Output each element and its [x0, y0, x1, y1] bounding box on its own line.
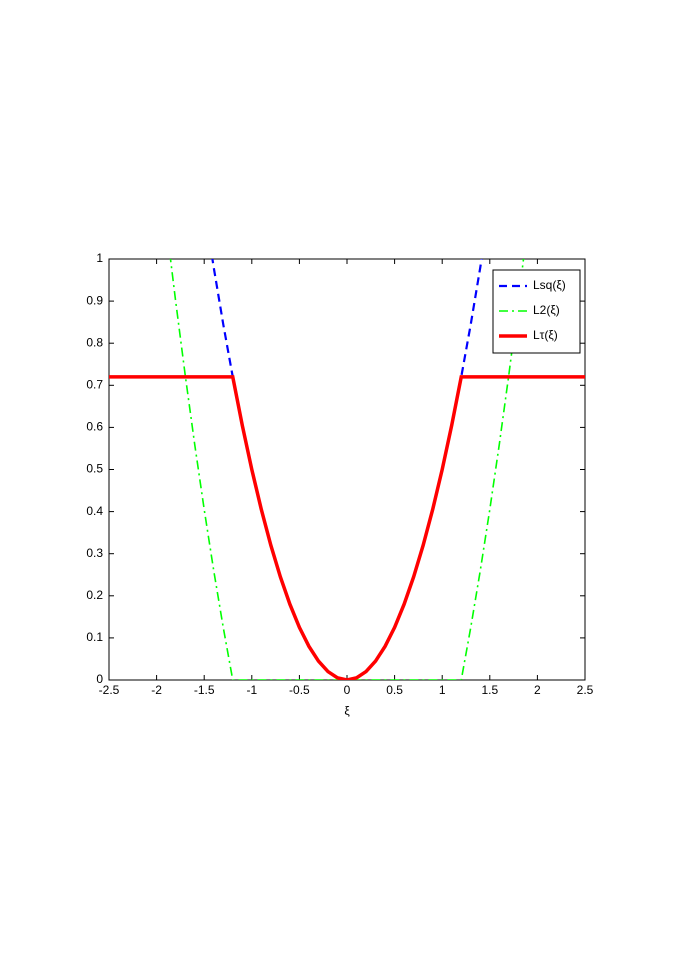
y-tick-label: 0.5 [86, 462, 103, 476]
series-line [169, 259, 525, 680]
x-tick-label: 1.5 [481, 683, 498, 697]
y-tick-label: 0 [96, 672, 103, 686]
x-tick-label: 2.5 [577, 683, 594, 697]
y-tick-label: 0.7 [86, 377, 103, 391]
x-tick-label: -2 [151, 683, 162, 697]
x-tick-label: -1.5 [194, 683, 215, 697]
y-tick-label: 0.9 [86, 293, 103, 307]
x-tick-label: 2 [534, 683, 541, 697]
y-tick-label: 1 [96, 251, 103, 265]
y-tick-label: 0.2 [86, 588, 103, 602]
legend-label: Lτ(ξ) [533, 328, 558, 342]
y-tick-label: 0.6 [86, 420, 103, 434]
legend-label: Lsq(ξ) [533, 278, 566, 292]
x-tick-label: -2.5 [99, 683, 120, 697]
x-tick-label: 0 [344, 683, 351, 697]
plot-lines [109, 259, 585, 680]
y-tick-label: 0.8 [86, 335, 103, 349]
x-tick-label: -0.5 [289, 683, 310, 697]
y-tick-label: 0.3 [86, 546, 103, 560]
x-tick-label: 0.5 [386, 683, 403, 697]
x-axis-label: ξ [344, 704, 350, 718]
y-tick-label: 0.4 [86, 504, 103, 518]
y-tick-label: 0.1 [86, 630, 103, 644]
legend-label: L2(ξ) [533, 303, 560, 317]
x-tick-label: -1 [246, 683, 257, 697]
x-tick-label: 1 [439, 683, 446, 697]
series-line [109, 375, 585, 680]
